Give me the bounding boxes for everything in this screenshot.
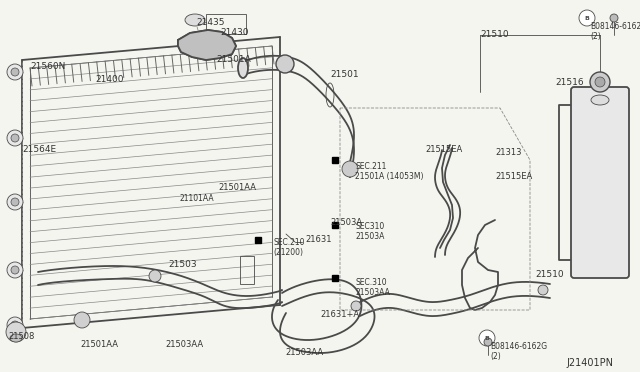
Circle shape	[7, 317, 23, 333]
Text: 21631+A: 21631+A	[320, 310, 359, 319]
Circle shape	[538, 285, 548, 295]
Text: B08146-6162G
(2): B08146-6162G (2)	[490, 342, 547, 362]
Circle shape	[579, 10, 595, 26]
Text: 21503A: 21503A	[330, 218, 362, 227]
Text: B: B	[584, 16, 589, 20]
Ellipse shape	[185, 14, 205, 26]
Text: 21501A: 21501A	[216, 55, 251, 64]
Text: B: B	[484, 336, 490, 340]
Text: 21564E: 21564E	[22, 145, 56, 154]
Circle shape	[11, 68, 19, 76]
Text: 21508: 21508	[8, 332, 35, 341]
Text: 21560N: 21560N	[30, 62, 65, 71]
Text: 21101AA: 21101AA	[180, 194, 214, 203]
Circle shape	[484, 338, 492, 346]
Text: 21435: 21435	[196, 18, 225, 27]
Circle shape	[7, 64, 23, 80]
Circle shape	[595, 77, 605, 87]
Text: 21516: 21516	[555, 78, 584, 87]
Text: 21501AA: 21501AA	[218, 183, 256, 192]
Text: 21501: 21501	[330, 70, 358, 79]
Polygon shape	[178, 30, 236, 60]
Circle shape	[11, 321, 19, 329]
Circle shape	[6, 322, 26, 342]
Circle shape	[342, 161, 358, 177]
Circle shape	[7, 262, 23, 278]
Text: 21503: 21503	[168, 260, 196, 269]
FancyBboxPatch shape	[571, 87, 629, 278]
Circle shape	[149, 270, 161, 282]
Text: 21430: 21430	[220, 28, 248, 37]
Text: 21503AA: 21503AA	[165, 340, 203, 349]
Ellipse shape	[10, 334, 22, 342]
Text: 21631: 21631	[305, 235, 332, 244]
Ellipse shape	[591, 95, 609, 105]
Circle shape	[610, 14, 618, 22]
Circle shape	[11, 266, 19, 274]
Circle shape	[11, 134, 19, 142]
Text: SEC.310
21503AA: SEC.310 21503AA	[355, 278, 390, 297]
Text: 21515EA: 21515EA	[425, 145, 462, 154]
Text: J21401PN: J21401PN	[566, 358, 613, 368]
Circle shape	[479, 330, 495, 346]
Circle shape	[351, 301, 361, 311]
Circle shape	[276, 55, 294, 73]
Circle shape	[11, 198, 19, 206]
Text: 21503AA: 21503AA	[285, 348, 323, 357]
Circle shape	[7, 130, 23, 146]
Ellipse shape	[238, 58, 248, 78]
Text: 21313: 21313	[495, 148, 522, 157]
Text: 21510: 21510	[535, 270, 564, 279]
Bar	[240, 256, 254, 284]
Circle shape	[74, 312, 90, 328]
Text: 21400: 21400	[95, 75, 124, 84]
Text: 21501AA: 21501AA	[80, 340, 118, 349]
Text: 21510: 21510	[480, 30, 509, 39]
Text: SEC310
21503A: SEC310 21503A	[355, 222, 385, 241]
Text: B08146-6162G
(2): B08146-6162G (2)	[590, 22, 640, 41]
Circle shape	[7, 194, 23, 210]
Circle shape	[590, 72, 610, 92]
Bar	[206, 14, 246, 34]
Text: 21515EA: 21515EA	[495, 172, 532, 181]
Text: SEC.211
21501A (14053M): SEC.211 21501A (14053M)	[355, 162, 424, 182]
Text: SEC.210
(21200): SEC.210 (21200)	[273, 238, 305, 257]
